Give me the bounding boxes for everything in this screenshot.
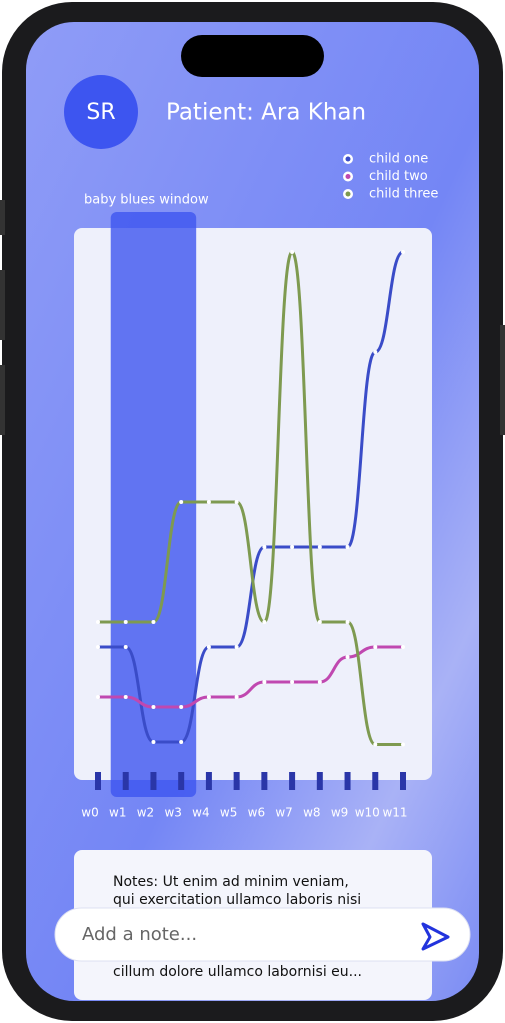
point (317, 545, 322, 549)
send-button[interactable] (421, 922, 450, 951)
x-tick-label: w7 (275, 806, 292, 820)
x-tick (400, 772, 406, 790)
notes-line: cillum dolore ullamco labornisi eu... (113, 964, 362, 980)
point (234, 645, 239, 649)
point (262, 620, 267, 624)
legend-label: child three (369, 187, 438, 202)
point (234, 695, 239, 699)
x-tick (289, 772, 296, 790)
x-tick-label: w11 (382, 806, 407, 820)
point (345, 620, 350, 624)
legend-marker-dot (345, 191, 351, 197)
point (345, 655, 350, 659)
notes-line: qui exercitation ullamco laboris nisi (113, 892, 361, 908)
point (234, 500, 239, 504)
side-button (500, 325, 505, 435)
highlight-band (110, 212, 197, 797)
point (96, 645, 100, 649)
x-tick-label: w6 (248, 806, 265, 820)
point (179, 740, 184, 744)
point (206, 645, 211, 649)
x-tick-label: w9 (331, 806, 348, 820)
point (345, 545, 350, 549)
point (123, 620, 128, 624)
avatar[interactable] (64, 75, 138, 149)
point (401, 742, 405, 747)
annotation: baby blues window (84, 193, 209, 208)
point (96, 620, 100, 624)
chart: baby blues window w0 w1 w2 w3 w4 w5 w6 w7 w8 w9 w10… (81, 152, 438, 820)
x-tick-label: w3 (164, 806, 181, 820)
x-tick-label: w5 (220, 806, 237, 820)
point (401, 645, 405, 649)
point (151, 740, 156, 744)
legend-label: child one (369, 152, 428, 167)
note-input-placeholder: Add a note... (82, 924, 197, 945)
avatar-initials: SR (86, 100, 115, 125)
x-tick (178, 772, 185, 790)
point (290, 250, 295, 254)
side-button (0, 365, 5, 435)
point (179, 500, 184, 504)
x-tick-label: w0 (81, 806, 98, 820)
point (317, 620, 322, 624)
side-button (0, 270, 5, 340)
point (206, 695, 211, 699)
point (290, 680, 295, 684)
x-tick (372, 772, 379, 790)
point (123, 645, 128, 649)
x-tick (205, 772, 212, 790)
point (317, 680, 322, 684)
x-tick-label: w10 (355, 806, 380, 820)
point (206, 500, 211, 504)
x-tick (233, 772, 240, 790)
x-tick-label: w1 (109, 806, 126, 820)
side-button (0, 200, 5, 235)
point (401, 250, 405, 254)
x-tick (122, 772, 129, 790)
point (373, 742, 378, 747)
point (151, 620, 156, 624)
point (96, 695, 100, 699)
point (373, 645, 378, 649)
point (151, 705, 156, 709)
point (262, 545, 267, 549)
x-tick (261, 772, 268, 790)
x-tick (316, 772, 323, 790)
x-tick (95, 772, 101, 790)
legend-marker-dot (345, 174, 351, 179)
notes-line: Notes: Ut enim ad minim veniam, (113, 874, 349, 890)
point (262, 680, 267, 684)
legend-label: child two (369, 169, 428, 184)
note-input[interactable] (54, 907, 471, 962)
point (373, 350, 378, 354)
point (123, 695, 128, 699)
x-tick-label: w8 (303, 806, 320, 820)
series-line (97, 645, 403, 709)
x-tick (150, 772, 157, 790)
dynamic-island (181, 35, 324, 77)
patient-name: Patient: Ara Khan (166, 100, 366, 126)
x-tick-label: w4 (192, 806, 209, 820)
point (290, 545, 295, 549)
point (179, 705, 184, 709)
x-tick (344, 772, 351, 790)
x-tick-label: w2 (137, 806, 154, 820)
legend-marker-dot (345, 156, 351, 162)
